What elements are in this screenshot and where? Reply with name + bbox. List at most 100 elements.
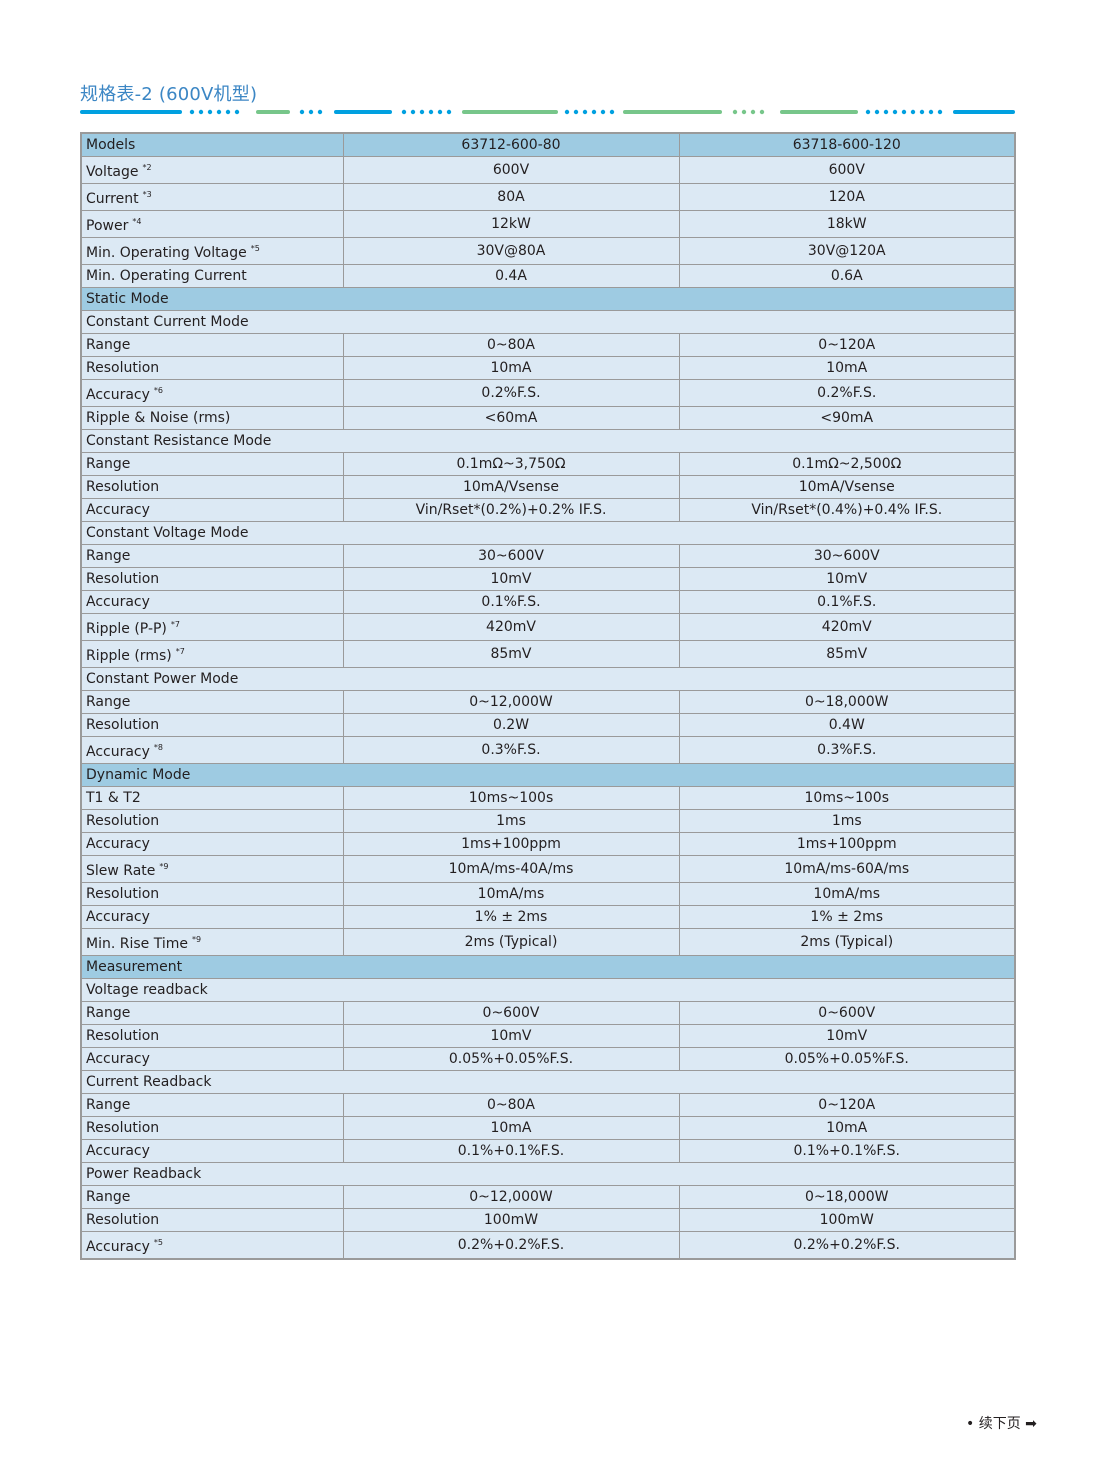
- cell-model-1: 63712-600-80: [342, 132, 680, 157]
- cell-model-2: 10ms~100s: [678, 786, 1016, 810]
- cell-model-1: 1ms+100ppm: [342, 832, 680, 856]
- table-row: Accuracy 1ms+100ppm 1ms+100ppm: [80, 832, 1016, 856]
- cell-model-1: 100mW: [342, 1208, 680, 1232]
- cell-model-2: 0~18,000W: [678, 1185, 1016, 1209]
- cell-model-2: 63718-600-120: [678, 132, 1016, 157]
- label-text: Accuracy: [86, 1239, 150, 1255]
- cell-model-1: 0~600V: [342, 1001, 680, 1025]
- cell-model-2: 0.2%F.S.: [678, 379, 1016, 407]
- label-text: Range: [86, 337, 131, 353]
- label-text: Range: [86, 1005, 131, 1021]
- table-row: Accuracy *6 0.2%F.S. 0.2%F.S.: [80, 379, 1016, 407]
- divider-dot: [573, 109, 579, 115]
- cell-model-2: 0.2%+0.2%F.S.: [678, 1231, 1016, 1260]
- footnote-ref: *6: [153, 386, 164, 395]
- divider-dot: [401, 109, 407, 115]
- cell-model-1: 0.2%+0.2%F.S.: [342, 1231, 680, 1260]
- cell-model-1: 0.2%F.S.: [342, 379, 680, 407]
- divider-dot: [741, 109, 747, 115]
- row-label: Power *4: [80, 210, 344, 238]
- cell-model-1: 420mV: [342, 613, 680, 641]
- label-text: Range: [86, 1189, 131, 1205]
- divider-dot: [207, 109, 213, 115]
- divider-dot: [317, 109, 323, 115]
- row-label: Accuracy: [80, 1139, 344, 1163]
- cell-model-2: 10mV: [678, 567, 1016, 591]
- divider-dot: [919, 109, 925, 115]
- cell-model-1: 0~80A: [342, 1093, 680, 1117]
- cell-model-2: 600V: [678, 156, 1016, 184]
- table-row: Range 0~80A 0~120A: [80, 333, 1016, 357]
- section-row: Dynamic Mode: [80, 763, 1016, 787]
- cell-model-1: 1% ± 2ms: [342, 905, 680, 929]
- subsection-row: Constant Power Mode: [80, 667, 1016, 691]
- label-text: Resolution: [86, 1212, 160, 1228]
- divider-dot: [299, 109, 305, 115]
- row-label: Accuracy: [80, 498, 344, 522]
- cell-model-1: 2ms (Typical): [342, 928, 680, 956]
- cell-model-1: 0~80A: [342, 333, 680, 357]
- cell-model-2: 1ms: [678, 809, 1016, 833]
- section-label: Constant Voltage Mode: [80, 521, 1016, 545]
- divider-dot: [865, 109, 871, 115]
- cell-model-1: 0~12,000W: [342, 690, 680, 714]
- table-row: Accuracy 0.1%F.S. 0.1%F.S.: [80, 590, 1016, 614]
- label-text: Accuracy: [86, 387, 150, 403]
- label-text: Accuracy: [86, 502, 150, 518]
- divider-dot: [874, 109, 880, 115]
- label-text: Min. Operating Current: [86, 268, 247, 284]
- table-row: Resolution 10mA/Vsense 10mA/Vsense: [80, 475, 1016, 499]
- row-label: Range: [80, 690, 344, 714]
- cell-model-1: 10mA: [342, 356, 680, 380]
- cell-model-2: 420mV: [678, 613, 1016, 641]
- row-label: Ripple & Noise (rms): [80, 406, 344, 430]
- cell-model-2: 1ms+100ppm: [678, 832, 1016, 856]
- section-label: Static Mode: [80, 287, 1016, 311]
- cell-model-2: Vin/Rset*(0.4%)+0.4% IF.S.: [678, 498, 1016, 522]
- label-text: Range: [86, 1097, 131, 1113]
- label-text: Resolution: [86, 571, 160, 587]
- footnote-ref: *3: [142, 190, 152, 199]
- cell-model-1: 30~600V: [342, 544, 680, 568]
- row-label: Range: [80, 1001, 344, 1025]
- cell-model-2: 0.6A: [678, 264, 1016, 288]
- subsection-row: Current Readback: [80, 1070, 1016, 1094]
- label-text: Voltage: [86, 164, 139, 180]
- label-text: Resolution: [86, 360, 160, 376]
- table-row: Accuracy 1% ± 2ms 1% ± 2ms: [80, 905, 1016, 929]
- page-title: 规格表-2 (600V机型): [80, 84, 258, 105]
- label-text: Power: [86, 218, 129, 234]
- cell-model-1: 10mA/ms-40A/ms: [342, 855, 680, 883]
- table-row: Range 0~12,000W 0~18,000W: [80, 690, 1016, 714]
- section-label: Current Readback: [80, 1070, 1016, 1094]
- section-label: Dynamic Mode: [80, 763, 1016, 787]
- subsection-row: Voltage readback: [80, 978, 1016, 1002]
- row-label: Min. Rise Time *9: [80, 928, 344, 956]
- table-row: Accuracy Vin/Rset*(0.2%)+0.2% IF.S. Vin/…: [80, 498, 1016, 522]
- divider-dot: [428, 109, 434, 115]
- subsection-row: Constant Resistance Mode: [80, 429, 1016, 453]
- cell-model-1: 10mV: [342, 567, 680, 591]
- bullet-icon: •: [966, 1416, 975, 1432]
- arrow-right-icon: ➡: [1025, 1416, 1037, 1432]
- footnote-ref: *7: [175, 647, 185, 656]
- cell-model-2: 0.1%F.S.: [678, 590, 1016, 614]
- table-row: Range 0~600V 0~600V: [80, 1001, 1016, 1025]
- row-label: Accuracy: [80, 832, 344, 856]
- row-label: Accuracy: [80, 590, 344, 614]
- subsection-row: Power Readback: [80, 1162, 1016, 1186]
- divider-dot: [582, 109, 588, 115]
- label-text: Resolution: [86, 479, 160, 495]
- divider-dot: [189, 109, 195, 115]
- cell-model-2: 10mA/ms: [678, 882, 1016, 906]
- divider-dot: [600, 109, 606, 115]
- divider-dot: [609, 109, 615, 115]
- cell-model-1: 10mA/Vsense: [342, 475, 680, 499]
- cell-model-2: 0~18,000W: [678, 690, 1016, 714]
- continued-next-page[interactable]: • 续下页 ➡: [966, 1413, 1037, 1433]
- label-text: Range: [86, 694, 131, 710]
- footnote-ref: *7: [170, 620, 180, 629]
- cell-model-1: 10mA: [342, 1116, 680, 1140]
- divider-dot: [216, 109, 222, 115]
- cell-model-2: 0.1mΩ~2,500Ω: [678, 452, 1016, 476]
